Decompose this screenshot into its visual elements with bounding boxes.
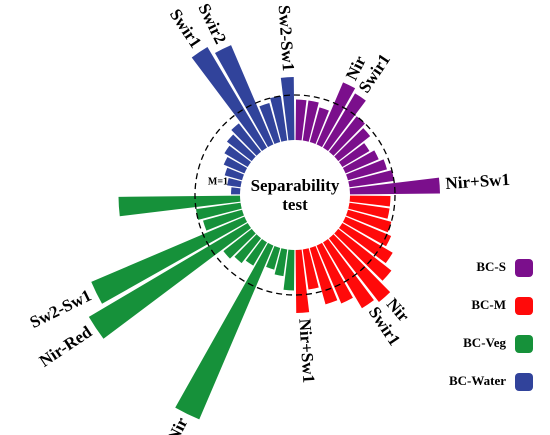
- bar: [302, 248, 319, 290]
- bar: [118, 195, 241, 217]
- bar: [214, 45, 274, 148]
- bar: [283, 249, 295, 291]
- bar: [322, 238, 374, 309]
- bar: [342, 216, 392, 247]
- bar: [226, 134, 256, 162]
- bar: [322, 93, 366, 152]
- bar: [266, 246, 281, 270]
- chart-title: Separability test: [250, 176, 340, 214]
- bar: [342, 150, 379, 174]
- bar: [223, 228, 256, 259]
- bar: [231, 187, 241, 195]
- bar: [191, 46, 268, 152]
- inner-circle: [241, 141, 349, 249]
- legend-label: BC-S: [476, 259, 506, 274]
- reference-label: M=1: [208, 176, 228, 187]
- bar: [227, 177, 242, 188]
- legend-label: BC-Veg: [463, 335, 506, 350]
- bar: [338, 143, 370, 168]
- legend-label: BC-M: [471, 297, 506, 312]
- bar: [234, 234, 262, 264]
- bar: [328, 116, 365, 156]
- bar: [295, 249, 310, 313]
- bar: [259, 103, 281, 144]
- bar: [309, 107, 329, 144]
- bar: [348, 202, 390, 219]
- bar-label: Nir-Red: [36, 322, 96, 371]
- bar: [175, 242, 274, 420]
- legend-swatch: [515, 297, 533, 315]
- legend-swatch: [515, 373, 533, 391]
- bar-label: Sw2-Sw1: [275, 5, 298, 72]
- bar: [88, 222, 252, 339]
- bar: [295, 99, 307, 141]
- bar: [224, 145, 252, 168]
- bar: [349, 177, 440, 195]
- bar: [302, 100, 319, 142]
- bar: [245, 238, 268, 266]
- bar: [231, 123, 262, 156]
- bar: [270, 95, 288, 142]
- bar-label: Nir: [164, 414, 192, 435]
- bar: [334, 128, 371, 162]
- bar: [203, 209, 244, 231]
- bar: [348, 170, 395, 188]
- legend-swatch: [515, 259, 533, 277]
- bar: [274, 248, 288, 277]
- bar: [334, 228, 392, 281]
- bar-label: Nir+Sw1: [295, 318, 318, 384]
- bar: [195, 202, 242, 220]
- legend-label: BC-Water: [449, 373, 506, 388]
- bar: [224, 167, 244, 181]
- bar: [346, 159, 387, 181]
- reference-circle: [194, 94, 396, 296]
- bar: [91, 216, 248, 304]
- bar: [280, 77, 295, 141]
- legend-swatch: [515, 335, 533, 353]
- bar: [316, 242, 353, 304]
- bar: [309, 246, 338, 305]
- bar: [338, 222, 393, 264]
- bar: [316, 82, 356, 148]
- bar: [349, 195, 391, 207]
- bar: [223, 156, 248, 174]
- bar: [346, 209, 392, 233]
- bar: [328, 234, 391, 303]
- bar-label: Nir+Sw1: [445, 170, 511, 193]
